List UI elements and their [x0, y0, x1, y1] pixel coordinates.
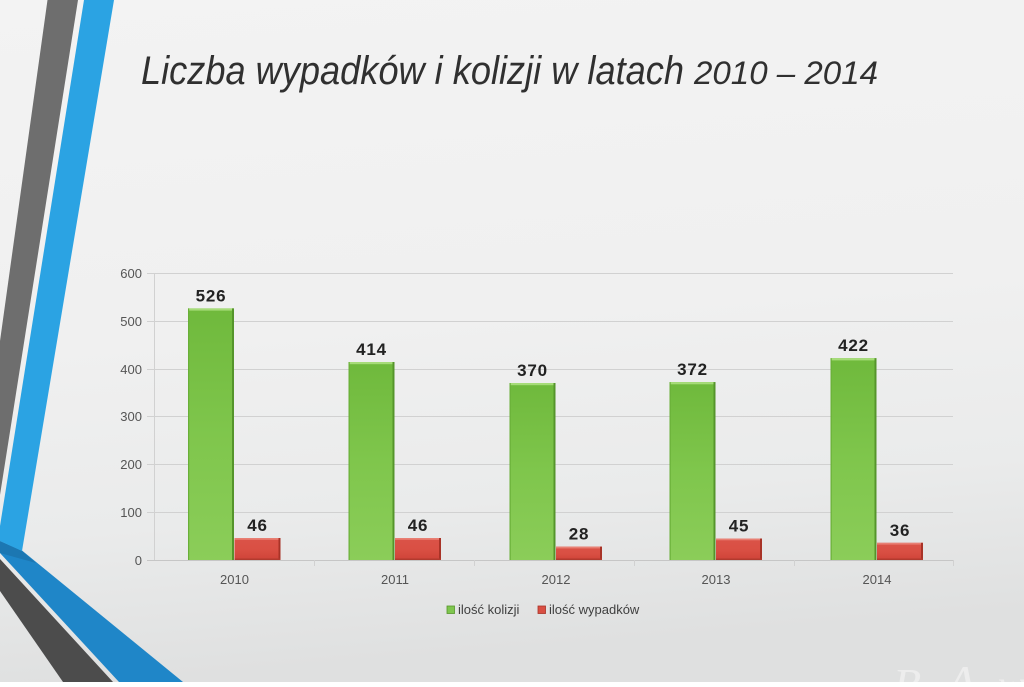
svg-text:ilość wypadków: ilość wypadków	[549, 602, 640, 617]
svg-text:500: 500	[120, 314, 142, 329]
svg-text:2011: 2011	[381, 572, 409, 587]
svg-text:370: 370	[517, 361, 548, 380]
svg-text:400: 400	[120, 362, 142, 377]
svg-text:Liczba wypadków i kolizji w la: Liczba wypadków i kolizji w latach	[141, 49, 684, 93]
svg-text:414: 414	[356, 340, 387, 359]
svg-text:100: 100	[120, 505, 142, 520]
svg-text:A: A	[943, 655, 977, 682]
svg-text:28: 28	[569, 525, 590, 544]
svg-text:ilość kolizji: ilość kolizji	[458, 602, 520, 617]
svg-text:600: 600	[120, 266, 142, 281]
svg-text:0: 0	[135, 553, 142, 568]
svg-text:w: w	[998, 662, 1024, 682]
svg-text:200: 200	[120, 457, 142, 472]
svg-text:526: 526	[196, 286, 227, 305]
svg-text:46: 46	[247, 516, 268, 535]
svg-text:2012: 2012	[542, 572, 571, 587]
svg-text:45: 45	[729, 517, 750, 536]
svg-text:2013: 2013	[702, 572, 731, 587]
svg-text:2014: 2014	[863, 572, 892, 587]
svg-text:2010 – 2014: 2010 – 2014	[693, 55, 878, 91]
svg-text:36: 36	[890, 521, 911, 540]
svg-text:B: B	[893, 659, 921, 682]
svg-text:300: 300	[120, 409, 142, 424]
svg-text:46: 46	[408, 516, 429, 535]
svg-text:422: 422	[838, 336, 869, 355]
svg-text:372: 372	[677, 360, 708, 379]
svg-text:2010: 2010	[220, 572, 249, 587]
